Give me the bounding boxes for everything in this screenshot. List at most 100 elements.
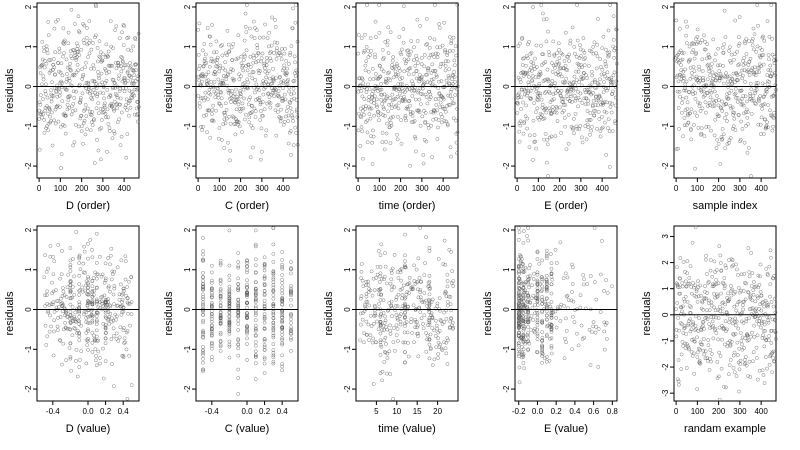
data-point <box>535 270 540 275</box>
data-point <box>431 68 435 73</box>
data-point <box>97 254 102 259</box>
data-point <box>750 98 754 103</box>
data-point <box>766 125 770 130</box>
data-point <box>553 81 558 86</box>
data-point <box>751 94 756 98</box>
data-point <box>549 315 554 320</box>
data-point <box>280 288 285 293</box>
data-point <box>415 61 420 65</box>
data-point <box>288 106 293 111</box>
data-point <box>745 99 749 104</box>
data-point <box>610 101 614 106</box>
data-point <box>47 58 51 63</box>
data-point <box>574 54 579 59</box>
data-point <box>432 328 437 333</box>
data-point <box>418 288 423 292</box>
data-point <box>733 128 738 132</box>
data-point <box>674 307 678 311</box>
data-point <box>424 95 429 99</box>
data-point <box>434 345 439 350</box>
data-point <box>236 298 241 302</box>
data-point <box>526 324 530 329</box>
data-point <box>447 67 451 72</box>
data-point <box>612 70 617 75</box>
data-point <box>735 96 740 100</box>
data-point <box>691 48 696 52</box>
data-point <box>236 328 241 332</box>
data-point <box>427 274 432 278</box>
data-point <box>201 300 205 305</box>
data-point <box>90 318 95 323</box>
data-point <box>118 36 122 41</box>
data-point <box>377 30 382 35</box>
data-point <box>408 110 413 114</box>
data-point <box>761 329 766 333</box>
data-point <box>360 278 365 283</box>
data-point <box>771 276 776 281</box>
data-point <box>438 100 443 105</box>
data-point <box>403 253 407 258</box>
data-point <box>438 45 442 50</box>
data-point <box>676 316 681 320</box>
data-point <box>135 111 140 116</box>
data-point <box>271 77 276 82</box>
data-point <box>690 71 694 75</box>
data-point <box>443 68 448 73</box>
data-point <box>289 44 294 48</box>
data-point <box>201 124 205 129</box>
data-point <box>727 297 732 302</box>
data-point <box>382 92 387 97</box>
data-point <box>68 290 73 295</box>
data-point <box>403 302 407 307</box>
data-point <box>723 146 728 151</box>
data-point <box>106 256 111 260</box>
y-tick-label: -1 <box>24 122 33 130</box>
data-point <box>206 70 211 74</box>
data-point <box>364 87 369 91</box>
data-point <box>292 54 297 59</box>
data-point <box>280 368 285 373</box>
data-point <box>72 314 77 319</box>
data-point <box>384 76 389 81</box>
data-point <box>525 299 530 304</box>
data-point <box>426 323 430 328</box>
data-point <box>746 338 751 342</box>
data-point <box>88 128 93 133</box>
data-point <box>730 258 735 263</box>
data-point <box>578 91 583 96</box>
data-point <box>228 148 233 153</box>
data-point <box>695 335 699 340</box>
data-point <box>275 110 280 114</box>
data-point <box>412 340 416 345</box>
data-point <box>201 249 205 253</box>
data-point <box>428 92 433 97</box>
data-point <box>531 277 536 281</box>
data-point <box>227 296 232 301</box>
data-point <box>112 129 116 134</box>
data-point <box>713 327 718 331</box>
data-point <box>95 59 100 64</box>
data-point <box>389 271 394 275</box>
data-point <box>253 300 258 304</box>
data-point <box>604 100 609 105</box>
data-point <box>756 122 761 127</box>
data-point <box>116 63 121 68</box>
data-point <box>732 116 737 121</box>
y-tick-label: 2 <box>183 227 192 232</box>
y-tick-label: 2 <box>502 4 511 9</box>
data-point <box>209 295 214 300</box>
data-point <box>537 261 542 266</box>
data-point <box>568 38 573 43</box>
data-point <box>74 230 79 234</box>
data-point <box>754 49 759 54</box>
data-point <box>123 254 128 259</box>
data-point <box>384 131 389 136</box>
data-point <box>408 103 412 108</box>
data-point <box>45 47 50 52</box>
data-point <box>250 76 255 81</box>
data-point <box>46 128 50 133</box>
data-point <box>406 57 411 62</box>
data-point <box>707 55 712 60</box>
data-point <box>739 119 744 124</box>
data-point <box>557 48 561 52</box>
